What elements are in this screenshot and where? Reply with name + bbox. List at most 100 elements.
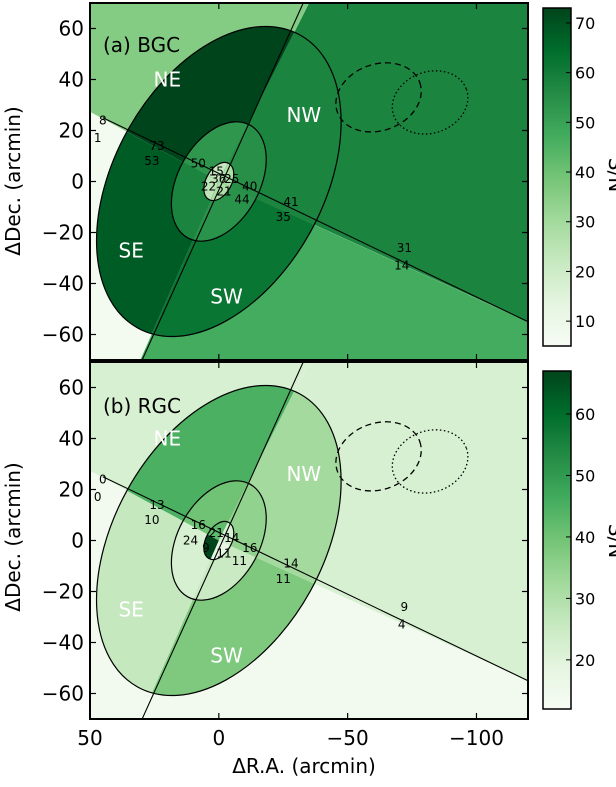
y-tick-label: 60 <box>59 376 84 400</box>
x-axis-label: ΔR.A. (arcmin) <box>232 754 376 778</box>
y-axis-label-bgc: ΔDec. (arcmin) <box>1 106 25 255</box>
region-label-sw: SW <box>210 284 243 308</box>
y-tick-label: −60 <box>42 682 84 706</box>
sn-value-label: 15 <box>209 164 224 178</box>
sn-value-label: 16 <box>191 518 206 532</box>
colorbar-tick-label: 40 <box>575 163 595 182</box>
sn-value-label: 0 <box>99 472 107 486</box>
outer-ring-region <box>96 470 219 696</box>
colorbar-tick-label: 40 <box>575 528 595 547</box>
colorbar-rgc: 20 30 40 50 60 <box>542 370 595 710</box>
sn-value-label: 14 <box>283 556 298 570</box>
sn-value-label: 41 <box>283 195 298 209</box>
y-tick-label: 60 <box>59 17 84 41</box>
panel-title-bgc: (a) BGC <box>103 33 180 57</box>
dotted-ellipse <box>391 429 469 494</box>
sn-value-label: 25 <box>224 172 239 186</box>
inner-ellipse <box>203 161 235 202</box>
sn-value-label: 14 <box>224 531 239 545</box>
y-tick-label: −60 <box>42 323 84 347</box>
x-tick-label: −50 <box>327 726 369 750</box>
colorbar-gradient <box>542 7 572 347</box>
y-tick-label: −20 <box>42 580 84 604</box>
sn-value-label: 24 <box>183 534 198 548</box>
region-label-sw: SW <box>210 643 243 667</box>
sn-value-label: 21 <box>216 185 231 199</box>
colorbar-tick-label: 70 <box>575 14 595 33</box>
y-tick-label: 0 <box>71 529 84 553</box>
y-tick-label: 0 <box>71 170 84 194</box>
region-label-nw: NW <box>286 462 321 486</box>
region-label-se: SE <box>119 238 144 262</box>
colorbar-tick-label: 30 <box>575 213 595 232</box>
sn-value-label: 8 <box>99 113 107 127</box>
sn-value-label: 9 <box>401 600 409 614</box>
y-tick-label: 40 <box>59 427 84 451</box>
dashed-ellipse <box>335 62 422 133</box>
sn-value-label: 73 <box>149 139 164 153</box>
panel-title-rgc: (b) RGC <box>103 394 181 418</box>
sn-value-label: 13 <box>149 498 164 512</box>
colorbar-tick-label: 50 <box>575 113 595 132</box>
colorbar-tick-label: 30 <box>575 589 595 608</box>
colorbar-tick-label: 60 <box>575 64 595 83</box>
x-tick-label: 50 <box>77 726 102 750</box>
y-tick-label: −40 <box>42 631 84 655</box>
sn-value-label: 50 <box>191 157 206 171</box>
x-tick-label: −100 <box>449 726 504 750</box>
sn-value-label: 16 <box>242 541 257 555</box>
colorbar-bgc: 10 20 30 40 50 60 70 <box>542 7 595 347</box>
x-tick-label: 0 <box>212 726 225 750</box>
y-tick-label: −40 <box>42 272 84 296</box>
dotted-ellipse <box>391 70 469 135</box>
region-label-ne: NE <box>153 427 181 451</box>
sn-value-label: 1 <box>94 131 102 145</box>
y-tick-label: 20 <box>59 119 84 143</box>
sn-value-label: 11 <box>216 546 231 560</box>
sn-value-label: 36 <box>211 172 226 186</box>
colorbar-tick-label: 20 <box>575 262 595 281</box>
sn-value-label: 11 <box>276 572 291 586</box>
middle-ellipse <box>170 121 267 242</box>
colorbar-tick-label: 10 <box>575 312 595 331</box>
colorbar-gradient <box>542 370 572 710</box>
colorbar-tick-label: 60 <box>575 405 595 424</box>
region-label-ne: NE <box>153 68 181 92</box>
sn-value-label: 11 <box>232 554 247 568</box>
outer-ring-region <box>96 111 219 337</box>
divider-line-2 <box>141 3 304 360</box>
sn-value-label: 21 <box>209 526 224 540</box>
sn-value-label: 53 <box>144 154 159 168</box>
sn-value-label: 22 <box>201 180 216 194</box>
sn-value-label: 4 <box>398 618 406 632</box>
sn-value-label: 35 <box>276 210 291 224</box>
region-label-nw: NW <box>286 103 321 127</box>
y-tick-label: −20 <box>42 221 84 245</box>
dashed-ellipse <box>335 421 422 492</box>
sn-value-label: 40 <box>242 180 257 194</box>
divider-line-1 <box>102 117 528 323</box>
inner-ellipse <box>203 520 235 561</box>
outer-ellipse <box>95 384 342 697</box>
colorbar-tick-label: 20 <box>575 651 595 670</box>
middle-ellipse <box>170 480 267 601</box>
colorbar-label-rgc: S/N <box>604 524 616 558</box>
region-label-se: SE <box>119 597 144 621</box>
sn-value-label: 0 <box>94 490 102 504</box>
y-tick-label: 40 <box>59 68 84 92</box>
divider-line-2 <box>141 362 304 719</box>
x-ticks: 50 0 −50 −100 <box>77 726 504 750</box>
sn-value-label: 14 <box>394 259 409 273</box>
sn-value-label: 10 <box>144 513 159 527</box>
sn-value-label: 44 <box>234 192 249 206</box>
colorbar-label-bgc: S/N <box>604 158 616 192</box>
outer-ellipse <box>95 25 342 338</box>
y-tick-label: 20 <box>59 478 84 502</box>
colorbar-tick-label: 50 <box>575 466 595 485</box>
